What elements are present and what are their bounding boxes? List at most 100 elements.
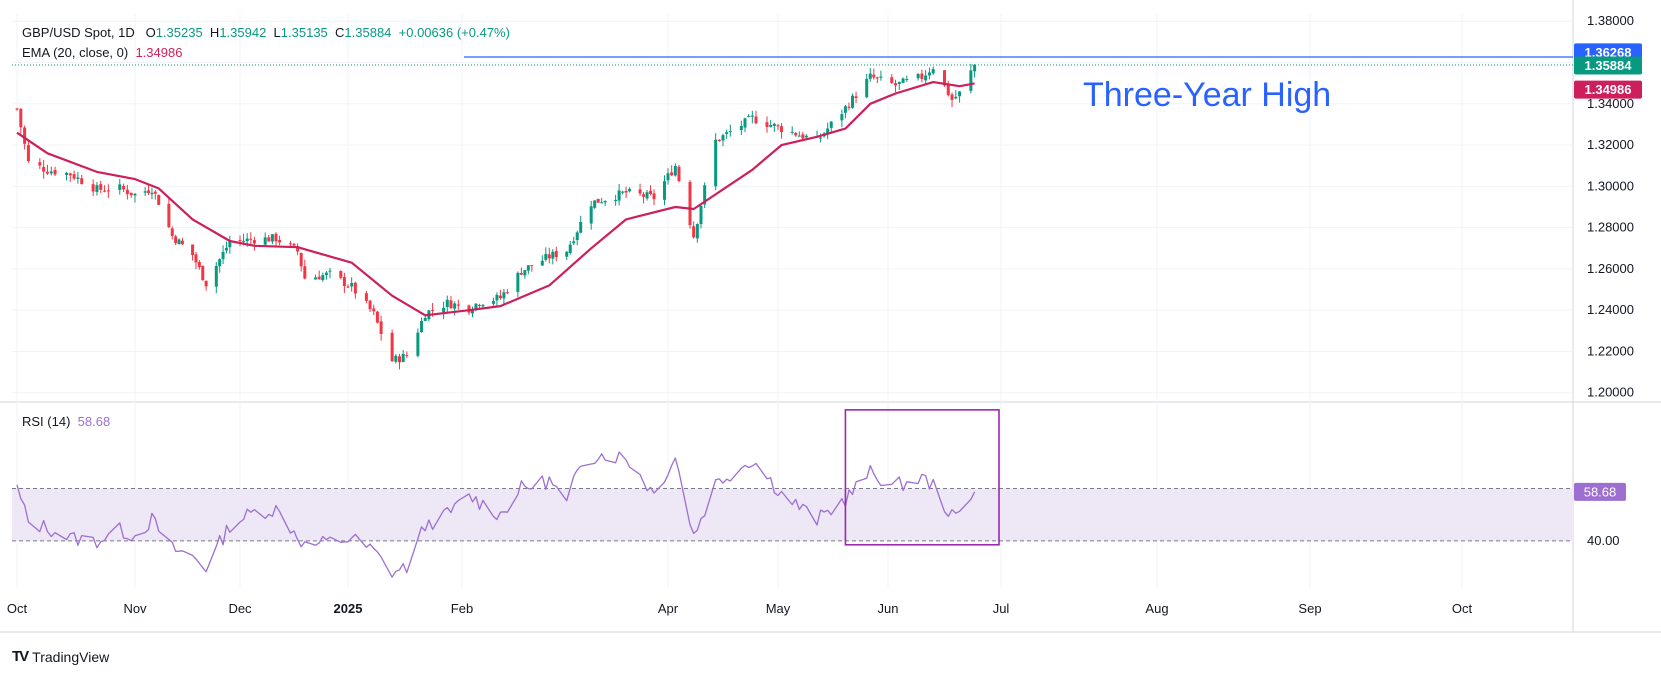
candle bbox=[118, 179, 122, 195]
candle-body bbox=[797, 135, 801, 137]
open-value: 1.35235 bbox=[155, 25, 203, 40]
candle bbox=[364, 290, 368, 304]
candle-body bbox=[405, 355, 409, 357]
candle-body bbox=[221, 251, 225, 260]
resistance-price-tag-text: 1.36268 bbox=[1585, 45, 1632, 60]
candle bbox=[324, 271, 328, 280]
candle-body bbox=[854, 96, 858, 98]
candle bbox=[68, 172, 72, 183]
candle bbox=[72, 170, 76, 181]
candle-body bbox=[274, 233, 278, 242]
candle-body bbox=[847, 106, 851, 108]
symbol-label: GBP/USD Spot, 1D bbox=[22, 25, 135, 40]
candle bbox=[692, 221, 696, 239]
candle bbox=[572, 236, 576, 245]
candle bbox=[249, 232, 253, 245]
candle-body bbox=[600, 202, 604, 204]
candle bbox=[642, 192, 646, 204]
candle-body bbox=[572, 241, 576, 244]
candle-body bbox=[931, 69, 935, 74]
candle bbox=[596, 198, 600, 203]
candle-body bbox=[617, 190, 621, 201]
candle bbox=[905, 75, 909, 83]
candle-body bbox=[699, 205, 703, 225]
candle-body bbox=[519, 272, 523, 275]
candle bbox=[673, 163, 677, 177]
candle-body bbox=[717, 139, 721, 142]
candle-body bbox=[927, 72, 931, 76]
candle-body bbox=[872, 74, 876, 78]
time-tick-label: Oct bbox=[1452, 601, 1473, 616]
candle bbox=[420, 317, 424, 333]
candle-body bbox=[456, 304, 460, 306]
candle-body bbox=[431, 309, 435, 311]
candle bbox=[64, 171, 68, 181]
candle-body bbox=[375, 311, 379, 323]
candle bbox=[739, 120, 743, 136]
candle bbox=[133, 193, 137, 203]
candle bbox=[342, 272, 346, 294]
candle bbox=[589, 200, 593, 230]
candle bbox=[204, 280, 208, 291]
candle-body bbox=[973, 64, 977, 72]
candle-body bbox=[147, 190, 151, 194]
change-value: +0.00636 (+0.47%) bbox=[398, 25, 510, 40]
candle-body bbox=[278, 240, 282, 243]
candle bbox=[579, 215, 583, 234]
candle bbox=[296, 243, 300, 256]
candle bbox=[197, 260, 201, 270]
candle-body bbox=[794, 132, 798, 136]
candle bbox=[278, 235, 282, 246]
candle-body bbox=[924, 75, 928, 81]
price-tick-label: 1.28000 bbox=[1587, 220, 1634, 235]
candle bbox=[80, 175, 84, 185]
ema-legend: EMA (20, close, 0) 1.34986 bbox=[22, 45, 182, 60]
candle bbox=[405, 351, 409, 359]
candle bbox=[397, 353, 401, 370]
candle bbox=[969, 63, 973, 94]
last-price-tag-bg bbox=[1574, 56, 1642, 75]
candle bbox=[924, 70, 928, 84]
candle bbox=[547, 247, 551, 264]
candle-body bbox=[843, 106, 847, 113]
candle bbox=[721, 133, 725, 147]
candle bbox=[879, 70, 883, 81]
candle-body bbox=[143, 191, 147, 193]
candle bbox=[214, 262, 218, 294]
candle-body bbox=[194, 254, 198, 263]
candle bbox=[122, 183, 126, 193]
candle-body bbox=[317, 276, 321, 280]
candle bbox=[224, 241, 228, 254]
rsi-value: 58.68 bbox=[77, 414, 111, 429]
candle-body bbox=[125, 189, 129, 195]
candle bbox=[194, 251, 198, 270]
tradingview-logo-icon: TV bbox=[12, 648, 29, 665]
candle-body bbox=[321, 275, 325, 281]
candle bbox=[840, 109, 844, 128]
rsi-legend: RSI (14) 58.68 bbox=[22, 414, 110, 429]
candle-body bbox=[652, 193, 656, 200]
candle bbox=[95, 182, 99, 196]
candle-body bbox=[449, 300, 453, 309]
candle bbox=[180, 237, 184, 246]
candle-body bbox=[372, 308, 376, 312]
candle bbox=[177, 238, 181, 245]
candle-body bbox=[530, 265, 534, 267]
candle-body bbox=[544, 253, 548, 260]
tradingview-logo[interactable]: TV TradingView bbox=[12, 648, 109, 665]
candle bbox=[670, 165, 674, 177]
candle bbox=[519, 267, 523, 276]
candle-body bbox=[64, 172, 68, 175]
rsi-value-tag-text: 58.68 bbox=[1584, 484, 1617, 499]
candle bbox=[826, 122, 830, 140]
candle bbox=[218, 258, 222, 273]
price-tick-label: 1.26000 bbox=[1587, 261, 1634, 276]
candle-body bbox=[328, 270, 332, 272]
candle-body bbox=[95, 185, 99, 192]
candle bbox=[91, 179, 95, 197]
candle-body bbox=[721, 135, 725, 141]
candle bbox=[695, 223, 699, 243]
candle bbox=[350, 277, 354, 292]
candle bbox=[390, 329, 394, 362]
three-year-high-annotation: Three-Year High bbox=[1083, 76, 1332, 114]
